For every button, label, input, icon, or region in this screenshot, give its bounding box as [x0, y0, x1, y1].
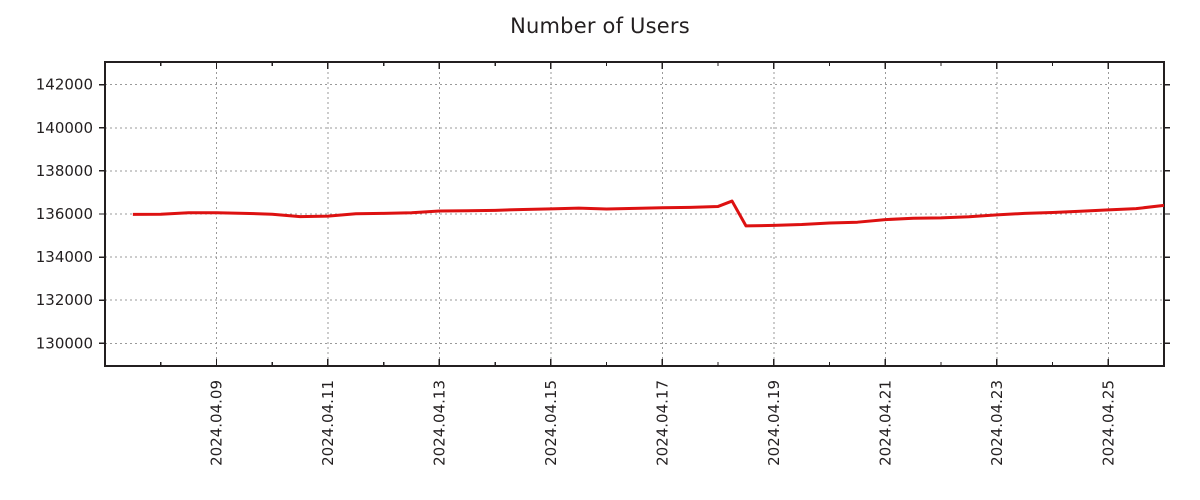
axis-ticks — [99, 62, 1170, 366]
y-tick-label: 138000 — [36, 162, 93, 180]
x-tick-label: 2024.04.25 — [1099, 380, 1117, 466]
data-line-number-of-users — [132, 199, 1165, 228]
x-tick-label: 2024.04.19 — [765, 380, 783, 466]
x-tick-label: 2024.04.21 — [876, 380, 894, 466]
y-tick-label: 130000 — [36, 334, 93, 352]
y-tick-label: 134000 — [36, 248, 93, 266]
x-tick-label: 2024.04.15 — [542, 380, 560, 466]
x-tick-label: 2024.04.13 — [430, 380, 448, 466]
y-tick-label: 140000 — [36, 119, 93, 137]
x-axis-tick-labels: 2024.04.09 2024.04.11 2024.04.13 2024.04.15… — [207, 380, 1117, 466]
y-tick-label: 136000 — [36, 205, 93, 223]
data-series-layer — [132, 199, 1165, 228]
chart-title: Number of Users — [510, 14, 690, 38]
y-axis-tick-labels: 130000 132000 134000 136000 138000 140000 1420… — [36, 76, 93, 353]
x-tick-label: 2024.04.11 — [319, 380, 337, 466]
x-tick-label: 2024.04.23 — [988, 380, 1006, 466]
y-tick-label: 142000 — [36, 76, 93, 94]
x-tick-label: 2024.04.17 — [653, 380, 671, 466]
x-tick-label: 2024.04.09 — [207, 380, 225, 466]
y-tick-label: 132000 — [36, 291, 93, 309]
